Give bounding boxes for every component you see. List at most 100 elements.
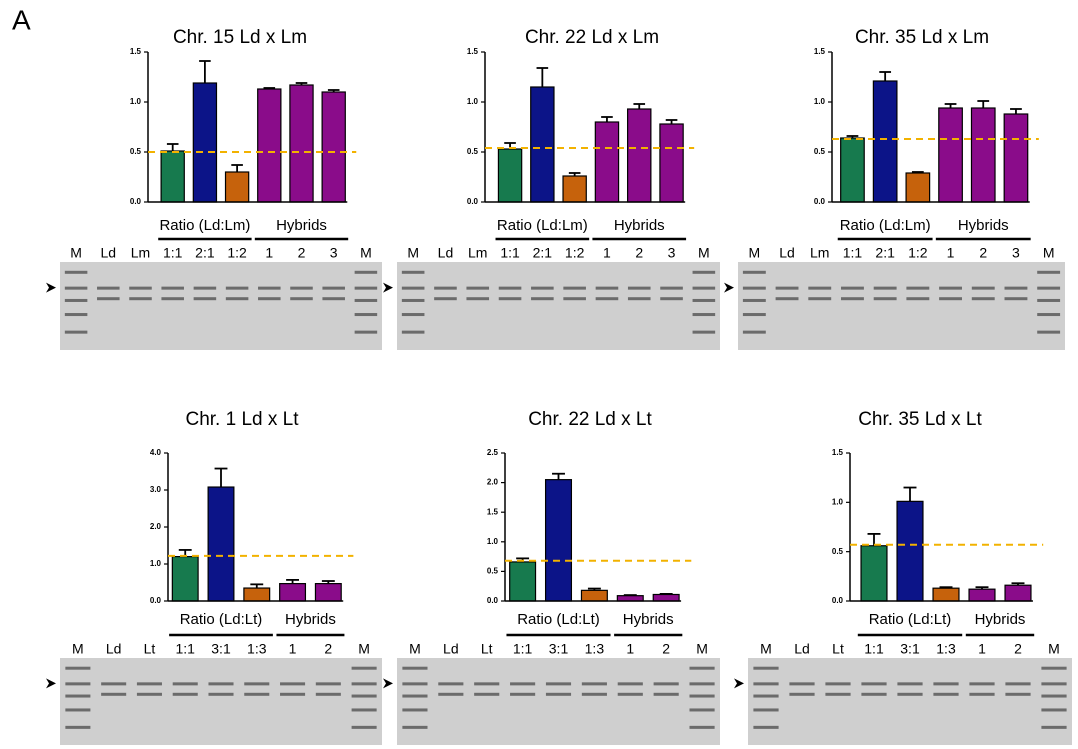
gel-band [689, 695, 714, 698]
gel-band [1037, 331, 1060, 334]
group-label: Ratio (Ld:Lt) [180, 611, 263, 628]
gel-band [939, 297, 962, 300]
y-tick-label: 1.5 [814, 47, 826, 56]
y-tick-label: 1.0 [487, 537, 499, 546]
y-tick-label: 0.0 [467, 197, 479, 206]
band-arrow [383, 678, 393, 688]
gel-band [1037, 287, 1060, 290]
gel-band [137, 693, 162, 696]
y-tick-label: 1.0 [832, 497, 844, 506]
y-tick-label: 2.0 [487, 478, 499, 487]
y-tick-label: 0.5 [487, 567, 499, 576]
gel-band [693, 299, 716, 302]
band-arrow [383, 283, 393, 293]
lane-label: 2 [635, 245, 643, 261]
lane-label: M [409, 641, 421, 657]
y-tick-label: 2.0 [150, 522, 162, 531]
bar [660, 124, 683, 202]
gel-band [258, 297, 281, 300]
gel-band [1005, 682, 1030, 685]
chart-title: Chr. 35 Ld x Lm [855, 27, 989, 48]
bar [531, 87, 554, 202]
gel-band [280, 682, 305, 685]
gel-band [97, 287, 120, 290]
bar [939, 108, 963, 202]
lane-label: M [760, 641, 772, 657]
gel-band [466, 297, 489, 300]
gel-band [129, 297, 152, 300]
y-tick-label: 0.5 [814, 147, 826, 156]
gel-band [1041, 667, 1066, 670]
gel-band [753, 726, 778, 729]
gel-band [438, 682, 463, 685]
lane-label: 1 [603, 245, 611, 261]
gel-band [753, 695, 778, 698]
gel-band [841, 287, 864, 290]
gel-band [906, 287, 929, 290]
gel-band [1041, 682, 1066, 685]
gel-band [906, 297, 929, 300]
group-label: Hybrids [276, 217, 327, 234]
chart-title: Chr. 22 Ld x Lt [528, 409, 652, 430]
bar [193, 83, 216, 202]
gel-band [129, 287, 152, 290]
gel-band [743, 313, 766, 316]
lane-label: M [696, 641, 708, 657]
bar [897, 501, 923, 601]
gel-band [316, 682, 341, 685]
gel-band [1041, 726, 1066, 729]
bar [322, 92, 345, 202]
gel-band [693, 287, 716, 290]
bar [208, 487, 234, 601]
gel-band [596, 287, 619, 290]
y-tick-label: 3.0 [150, 485, 162, 494]
gel-band [65, 695, 90, 698]
gel-band [654, 693, 679, 696]
gel-band [510, 682, 535, 685]
gel-band [434, 287, 457, 290]
y-tick-label: 2.5 [487, 448, 499, 457]
band-arrow [46, 678, 56, 688]
gel-band [693, 331, 716, 334]
gel-band [753, 682, 778, 685]
lane-label: 1:1 [175, 641, 195, 657]
bar [226, 172, 249, 202]
gel-band [753, 667, 778, 670]
gel-band [101, 682, 126, 685]
gel-image [60, 262, 382, 350]
bar [280, 584, 306, 601]
chart-title: Chr. 35 Ld x Lt [858, 409, 982, 430]
y-tick-label: 1.5 [832, 448, 844, 457]
group-label: Hybrids [623, 611, 674, 628]
gel-band [434, 297, 457, 300]
gel-band [825, 693, 850, 696]
gel-band [546, 682, 571, 685]
gel-band [352, 726, 377, 729]
gel-band [161, 287, 184, 290]
gel-image [397, 658, 720, 745]
gel-band [939, 287, 962, 290]
y-tick-label: 1.5 [467, 47, 479, 56]
y-tick-label: 4.0 [150, 448, 162, 457]
gel-band [933, 682, 958, 685]
gel-band [861, 693, 886, 696]
gel-band [402, 682, 427, 685]
gel-band [1005, 693, 1030, 696]
gel-band [1005, 297, 1028, 300]
bar [546, 480, 572, 601]
lane-label: M [749, 245, 761, 261]
gel-band [65, 287, 88, 290]
group-label: Ratio (Ld:Lm) [159, 217, 250, 234]
gel-band [474, 682, 499, 685]
band-arrow [734, 678, 744, 688]
gel-band [65, 667, 90, 670]
lane-label: M [360, 245, 372, 261]
gel-band [841, 297, 864, 300]
lane-label: M [358, 641, 370, 657]
bar [595, 122, 618, 202]
gel-band [355, 299, 378, 302]
gel-band [474, 693, 499, 696]
gel-band [438, 693, 463, 696]
lane-label: 3:1 [211, 641, 231, 657]
gel-band [897, 682, 922, 685]
